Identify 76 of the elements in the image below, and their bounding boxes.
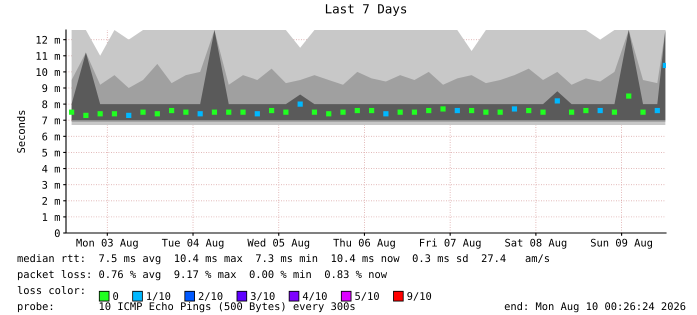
point bbox=[283, 110, 288, 115]
point bbox=[240, 110, 246, 115]
x-tick-label: Wed 05 Aug bbox=[247, 238, 310, 249]
point bbox=[83, 112, 88, 118]
chart-title: Last 7 Days bbox=[326, 4, 406, 16]
point bbox=[568, 110, 574, 115]
point bbox=[254, 111, 260, 116]
legend-title: loss color: bbox=[18, 286, 84, 294]
point bbox=[212, 110, 218, 115]
x-tick-label: Fri 07 Aug bbox=[420, 238, 481, 249]
point bbox=[183, 110, 188, 115]
point bbox=[554, 98, 560, 104]
point bbox=[540, 110, 546, 115]
point bbox=[483, 110, 488, 115]
point bbox=[612, 110, 618, 115]
point bbox=[440, 106, 446, 112]
point bbox=[498, 110, 503, 115]
y-tick-label: 12 m bbox=[36, 36, 60, 44]
point bbox=[526, 108, 532, 114]
point bbox=[168, 108, 174, 114]
point bbox=[654, 108, 660, 114]
point bbox=[412, 110, 418, 115]
point bbox=[426, 108, 432, 114]
point bbox=[468, 108, 474, 114]
point bbox=[398, 110, 403, 115]
point bbox=[340, 110, 346, 115]
y-tick-label: 2 m bbox=[42, 197, 60, 205]
legend-label: 5/10 bbox=[355, 292, 379, 301]
point bbox=[198, 111, 203, 116]
text: packet loss: 0.76 % avg 9.17 % max 0.00 % min 0.83 % now bbox=[18, 270, 388, 280]
point bbox=[368, 108, 374, 114]
y-tick-label: 9 m bbox=[42, 84, 60, 92]
text: end: Mon Aug 10 00:26:24 2026 bbox=[504, 302, 686, 312]
x-tick-label: Mon 03 Aug bbox=[76, 238, 138, 249]
point bbox=[583, 108, 588, 114]
y-tick-label: 1 m bbox=[42, 213, 60, 221]
point bbox=[298, 102, 303, 107]
point bbox=[326, 111, 332, 116]
y-tick-label: 5 m bbox=[42, 148, 60, 157]
point bbox=[312, 110, 318, 115]
y-tick-label: 8 m bbox=[42, 100, 60, 108]
y-tick-label: 0 bbox=[54, 229, 60, 238]
point bbox=[98, 111, 103, 116]
point bbox=[126, 112, 132, 118]
point bbox=[154, 111, 160, 116]
point bbox=[226, 110, 232, 115]
x-tick-label: Sun 09 Aug bbox=[590, 238, 652, 249]
y-tick-label: 6 m bbox=[42, 132, 60, 140]
x-tick-label: Tue 04 Aug bbox=[162, 238, 224, 249]
point bbox=[140, 110, 146, 115]
point bbox=[112, 111, 118, 116]
legend-label: 3/10 bbox=[250, 292, 275, 301]
text: median rtt: 7.5 ms avg 10.4 ms max 7.3 ms min 10.4 ms now 0.3 ms sd 27.4 am/s bbox=[18, 254, 550, 264]
point bbox=[268, 108, 274, 114]
legend-label: 0 bbox=[113, 292, 118, 300]
point bbox=[454, 108, 460, 114]
point bbox=[354, 108, 360, 114]
y-tick-label: 10 m bbox=[36, 68, 60, 76]
y-tick-label: 11 m bbox=[36, 52, 60, 60]
y-tick-label: 3 m bbox=[42, 180, 60, 189]
y-axis-title: Seconds bbox=[16, 110, 26, 153]
legend-label: 1/10 bbox=[147, 292, 170, 301]
legend-label: 9/10 bbox=[407, 292, 432, 301]
text: probe: 10 ICMP Echo Pings (500 Bytes) every 300s bbox=[18, 302, 355, 312]
legend-label: 4/10 bbox=[302, 292, 327, 301]
point bbox=[640, 110, 646, 115]
x-tick-label: Sat 08 Aug bbox=[505, 238, 566, 249]
point bbox=[598, 108, 603, 114]
x-tick-label: Thu 06 Aug bbox=[333, 238, 395, 249]
point bbox=[68, 110, 74, 115]
legend-label: 2/10 bbox=[198, 292, 222, 301]
point bbox=[626, 93, 632, 99]
y-tick-label: 4 m bbox=[42, 164, 60, 173]
point bbox=[512, 106, 518, 112]
point bbox=[383, 111, 388, 116]
y-tick-label: 7 m bbox=[42, 116, 60, 124]
